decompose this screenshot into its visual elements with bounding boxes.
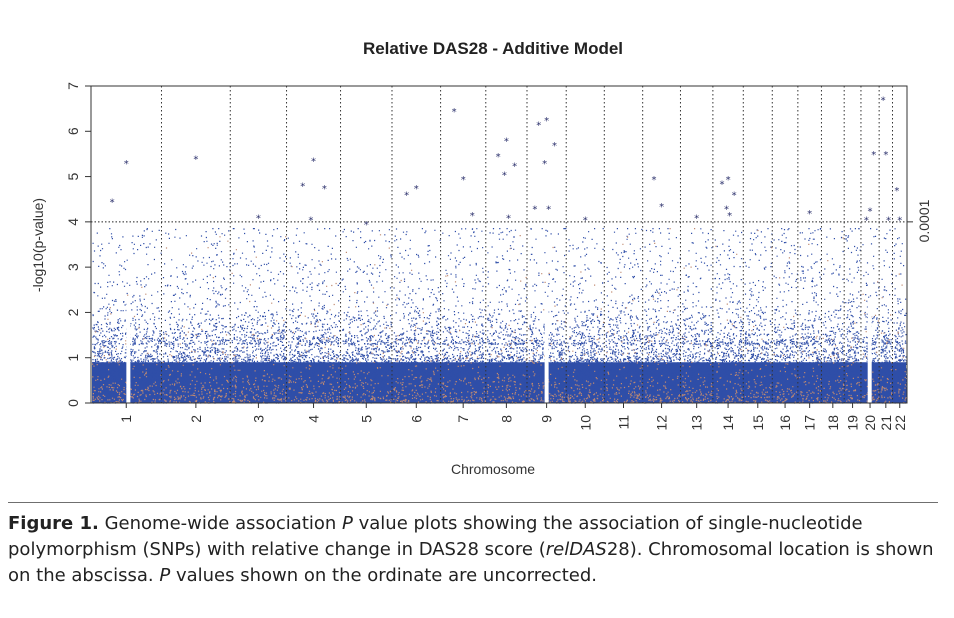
- x-tick-label: 4: [306, 415, 322, 423]
- significant-snp-point: *: [724, 204, 729, 215]
- significant-snp-point: *: [881, 96, 886, 107]
- significant-snp-point: *: [504, 136, 509, 147]
- x-tick-label: 3: [250, 415, 266, 423]
- significant-snp-point: *: [300, 182, 305, 193]
- y-tick-label: 7: [65, 82, 81, 90]
- x-tick-label: 10: [577, 415, 593, 431]
- x-tick-label: 14: [720, 415, 736, 431]
- significant-snp-point: *: [322, 184, 327, 195]
- snp-points-light: [92, 228, 907, 404]
- y-tick-label: 0: [65, 399, 81, 407]
- chromosome-gap: [544, 298, 549, 403]
- significant-snp-point: *: [502, 170, 507, 181]
- figure-label: Figure 1.: [8, 513, 99, 534]
- caption-p-2: P: [159, 565, 171, 586]
- significant-snp-point: *: [864, 216, 869, 227]
- significant-snp-point: *: [659, 202, 664, 213]
- x-tick-label: 12: [654, 415, 670, 431]
- significant-snp-point: *: [452, 107, 457, 118]
- significant-snp-point: *: [897, 216, 902, 227]
- significant-snp-point: *: [894, 186, 899, 197]
- significant-snp-point: *: [544, 116, 549, 127]
- y-tick-label: 3: [65, 263, 81, 271]
- significant-snp-point: *: [110, 197, 115, 208]
- significant-snp-point: *: [532, 204, 537, 215]
- significant-snp-point: *: [461, 175, 466, 186]
- caption-reldas: relDAS: [545, 539, 607, 560]
- x-tick-label: 13: [689, 415, 705, 431]
- significant-snp-point: *: [652, 175, 657, 186]
- x-tick-label: 16: [777, 415, 793, 431]
- x-tick-label: 21: [878, 415, 894, 431]
- significant-snp-point: *: [506, 213, 511, 224]
- caption-text-3: 28). Chromosomal location is shown on th…: [8, 539, 934, 586]
- chromosome-gap: [867, 298, 872, 403]
- plot-frame: [90, 85, 908, 404]
- significant-snp-point: *: [694, 213, 699, 224]
- caption-text-4: values shown on the ordinate are uncorre…: [170, 565, 597, 586]
- x-tick-label: 20: [862, 415, 878, 431]
- significant-snp-point: *: [124, 159, 129, 170]
- significant-snp-point: *: [256, 213, 261, 224]
- caption-divider: [8, 502, 938, 503]
- y-axis-label: -log10(p-value): [30, 198, 46, 292]
- y-tick-label: 6: [65, 127, 81, 135]
- significant-snp-point: *: [883, 150, 888, 161]
- significant-snp-point: *: [732, 191, 737, 202]
- significant-snp-point: *: [496, 152, 501, 163]
- chromosome-gap: [126, 298, 131, 403]
- x-tick-label: 7: [455, 415, 471, 423]
- x-tick-label: 18: [825, 415, 841, 431]
- significant-snp-point: *: [193, 154, 198, 165]
- significant-snp-point: *: [868, 207, 873, 218]
- manhattan-plot: Relative DAS28 - Additive Model ****** **…: [30, 39, 932, 477]
- significant-snp-point: *: [583, 216, 588, 227]
- significant-snp-point: *: [727, 211, 732, 222]
- significant-snp-point: *: [871, 150, 876, 161]
- significant-snp-point: *: [536, 120, 541, 131]
- significant-snp-point: *: [542, 159, 547, 170]
- y-tick-label: 5: [65, 172, 81, 180]
- x-tick-label: 11: [615, 415, 631, 430]
- significant-snp-point: *: [414, 184, 419, 195]
- significant-snp-point: *: [512, 161, 517, 172]
- x-tick-label: 15: [750, 415, 766, 431]
- x-axis-label: Chromosome: [451, 461, 535, 477]
- x-tick-label: 17: [802, 415, 818, 431]
- x-tick-label: 22: [892, 415, 908, 431]
- significant-snp-point: *: [404, 191, 409, 202]
- significant-snp-point: *: [886, 216, 891, 227]
- y-tick-label: 4: [65, 218, 81, 226]
- significant-snp-point: *: [726, 175, 731, 186]
- x-tick-label: 8: [498, 415, 514, 423]
- caption-text-2: value plots showing the association of s…: [8, 513, 863, 560]
- figure-caption: Figure 1. Genome-wide association P valu…: [8, 511, 938, 589]
- y-tick-label: 1: [65, 354, 81, 362]
- x-tick-label: 1: [118, 415, 134, 423]
- x-tick-label: 9: [539, 415, 555, 423]
- significant-snp-point: *: [807, 209, 812, 220]
- significant-snp-point: *: [470, 211, 475, 222]
- caption-p-1: P: [342, 513, 353, 534]
- x-tick-label: 5: [358, 415, 374, 423]
- significant-snp-point: *: [546, 204, 551, 215]
- caption-text-1: Genome-wide association: [98, 513, 343, 534]
- significant-snp-point: *: [552, 141, 557, 152]
- plot-area: * * * * * * * * * * * * * * * * * * * * * * * * * * * * * * * * * * * * * * * *…: [91, 86, 908, 404]
- chart-title: Relative DAS28 - Additive Model: [363, 39, 623, 58]
- significant-snp-point: *: [720, 179, 725, 190]
- significant-snp-point: *: [311, 157, 316, 168]
- x-tick-label: 2: [188, 415, 204, 423]
- x-tick-label: 19: [845, 415, 861, 431]
- threshold-label: 0.0001: [916, 199, 932, 242]
- y-tick-label: 2: [65, 308, 81, 316]
- significant-snp-point: *: [308, 216, 313, 227]
- significant-snp-point: *: [364, 220, 369, 231]
- x-tick-label: 6: [408, 415, 424, 423]
